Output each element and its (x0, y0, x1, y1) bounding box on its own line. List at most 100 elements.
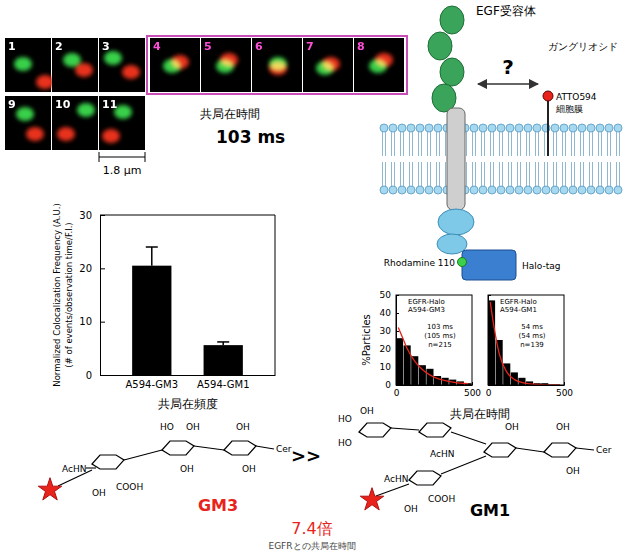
comparator: >> (291, 445, 321, 466)
tick: 10 (380, 362, 399, 372)
y-axis (488, 296, 491, 386)
lipid-head (596, 124, 604, 132)
tick-mark (472, 382, 473, 385)
lipid-head (398, 186, 406, 194)
fluorophore-label: Rhodamine 110 (384, 258, 456, 268)
lipid-tail (607, 132, 608, 156)
x-axis-title: 共局在時間 (450, 407, 510, 421)
lipid-tail (430, 162, 431, 186)
lipid-tail (610, 132, 611, 156)
tick: A594-GM1 (197, 375, 250, 390)
plot-frame (396, 295, 472, 385)
frame-number: 8 (357, 40, 365, 53)
tick: 0 (486, 382, 492, 398)
lipid-head (389, 186, 397, 194)
dye-star (360, 488, 383, 510)
lipid-head (479, 124, 487, 132)
tick-label: A594-GM1 (197, 379, 250, 390)
lipid-tail (580, 162, 581, 186)
lipid-head (587, 186, 595, 194)
tick (488, 349, 491, 350)
structure-name: GM3 (198, 496, 238, 515)
tick-mark (396, 349, 399, 350)
error-bar (151, 247, 153, 266)
lipid-tail (535, 162, 536, 186)
lipid-tail (556, 162, 557, 186)
sugar-ring (419, 423, 451, 437)
dye-label: ATTO594 (556, 92, 597, 102)
lipid-tail (445, 162, 446, 186)
lipid-tail (472, 162, 473, 186)
frame-background (201, 38, 251, 92)
histogram-bar (404, 345, 411, 385)
lipid-tail (544, 162, 545, 186)
bond (376, 484, 409, 496)
sugar-ring (544, 443, 576, 457)
lipid-tail (574, 132, 575, 156)
frame-top (100, 215, 275, 216)
lipid-tail (607, 162, 608, 186)
lipid-head (434, 124, 442, 132)
lipid-head (515, 186, 523, 194)
lipid-tail (589, 162, 590, 186)
receptor-domain (440, 58, 464, 86)
atom-label: OH (505, 422, 519, 432)
frame-background (52, 96, 98, 150)
lipid-tail (484, 132, 485, 156)
ganglioside-chain (547, 100, 549, 156)
lipid-tail (517, 162, 518, 186)
receptor-domain (440, 6, 464, 34)
scale-bar (99, 157, 145, 158)
frame-background (252, 38, 302, 92)
lipid-head (587, 124, 595, 132)
x-axis-title: 共局在頻度 (158, 397, 218, 411)
lipid-tail (385, 162, 386, 186)
green-spot (77, 103, 95, 117)
tick (488, 295, 491, 296)
atom-label: OH (180, 464, 194, 474)
sugar-ring (92, 455, 124, 469)
lipid-tail (547, 162, 548, 186)
red-spot (375, 53, 393, 67)
axis-line (397, 385, 473, 386)
lipid-head (533, 124, 541, 132)
tick-mark (488, 313, 491, 314)
bond (256, 446, 274, 449)
green-spot (14, 57, 32, 71)
tick-label: 500 (556, 388, 573, 398)
lipid-tail (499, 132, 500, 156)
red-spot (269, 61, 287, 75)
atom-label: AcHN (62, 464, 86, 474)
lipid-head (614, 124, 622, 132)
lipid-tail (556, 132, 557, 156)
atom-label: OH (566, 466, 580, 476)
lipid-tail (409, 162, 410, 186)
frame-background (354, 38, 404, 92)
tick (488, 313, 491, 314)
tick-mark (396, 382, 397, 385)
frame: 2 (52, 38, 98, 92)
schematic: Rhodamine 110Halo-tagEGF受容体?ガングリオシドATTO5… (380, 4, 622, 280)
tick-label: 30 (380, 326, 392, 336)
lipid-head (497, 186, 505, 194)
annotation: 54 ms (521, 323, 543, 331)
figure: 12345678910111.8 μm共局在時間103 msRhodamine … (0, 0, 625, 553)
lipid-tail (526, 132, 527, 156)
annotation: (54 ms) (518, 332, 545, 340)
lipid-tail (508, 132, 509, 156)
atom-label: HO (160, 422, 174, 432)
lipid-tail (421, 132, 422, 156)
tick-mark (396, 313, 399, 314)
transmembrane (447, 108, 465, 210)
frame-number: 2 (55, 40, 63, 53)
lipid-tail (427, 132, 428, 156)
atom-label: Cer (596, 445, 612, 455)
lipid-tail (445, 132, 446, 156)
fit-curve (490, 302, 560, 385)
frame-background (99, 38, 145, 92)
lipid-tail (598, 132, 599, 156)
lipid-tail (475, 162, 476, 186)
lipid-head (407, 186, 415, 194)
red-spot (26, 127, 44, 141)
frame-background (52, 38, 98, 92)
